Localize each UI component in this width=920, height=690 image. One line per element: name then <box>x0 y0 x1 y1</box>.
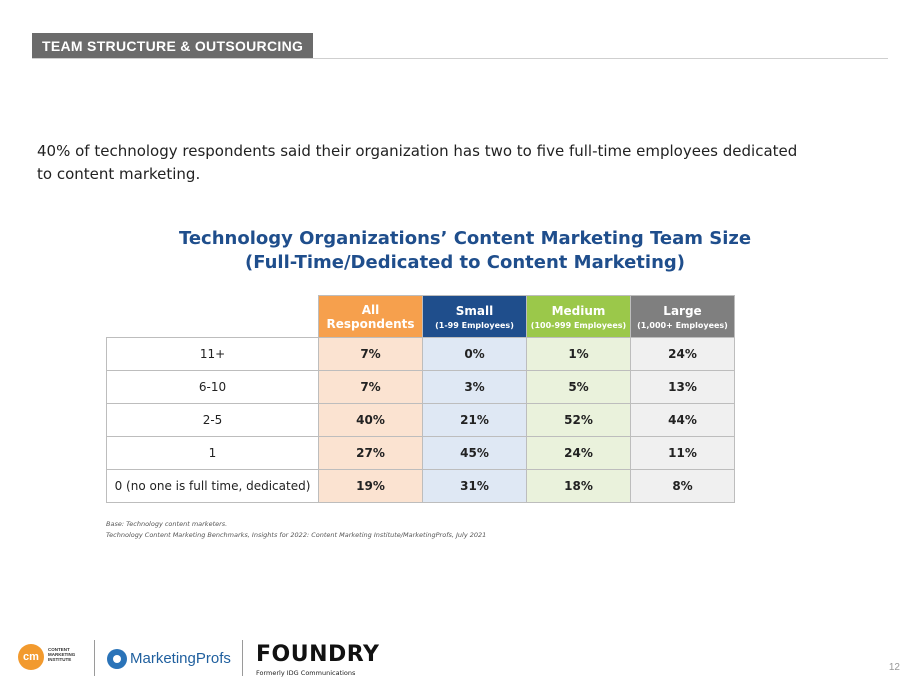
base-note: Base: Technology content marketers. <box>106 520 228 528</box>
header-medium: Medium (100-999 Employees) <box>526 295 631 338</box>
foundry-logo: FOUNDRY <box>256 642 380 667</box>
cell-large: 44% <box>630 403 735 437</box>
row-label: 1 <box>106 436 319 470</box>
team-size-table: All Respondents Small (1-99 Employees) M… <box>106 295 735 503</box>
cell-all-respondents: 27% <box>318 436 423 470</box>
logo-divider <box>94 640 95 676</box>
cell-small: 31% <box>422 469 527 503</box>
cell-large: 13% <box>630 370 735 404</box>
row-label: 0 (no one is full time, dedicated) <box>106 469 319 503</box>
source-note: Technology Content Marketing Benchmarks,… <box>106 531 487 539</box>
cmi-logo-text: CONTENT MARKETING INSTITUTE <box>48 647 76 662</box>
intro-text: 40% of technology respondents said their… <box>37 142 798 183</box>
cell-small: 0% <box>422 337 527 371</box>
row-label: 11+ <box>106 337 319 371</box>
cell-medium: 24% <box>526 436 631 470</box>
row-label: 2-5 <box>106 403 319 437</box>
source-notes: Base: Technology content marketers. Tech… <box>106 519 706 541</box>
table-title: Technology Organizations’ Content Market… <box>150 227 780 275</box>
cell-all-respondents: 7% <box>318 337 423 371</box>
cell-all-respondents: 40% <box>318 403 423 437</box>
table-header-row: All Respondents Small (1-99 Employees) M… <box>107 295 735 338</box>
table-row: 1 27% 45% 24% 11% <box>106 436 735 470</box>
foundry-tagline: Formerly IDG Communications <box>256 669 356 677</box>
header-label: Small <box>455 303 494 318</box>
cell-all-respondents: 19% <box>318 469 423 503</box>
cmi-logo-icon: cm <box>18 644 44 670</box>
cell-small: 45% <box>422 436 527 470</box>
cell-large: 24% <box>630 337 735 371</box>
cell-medium: 1% <box>526 337 631 371</box>
table-row: 0 (no one is full time, dedicated) 19% 3… <box>106 469 735 503</box>
cell-medium: 18% <box>526 469 631 503</box>
table-title-line1: Technology Organizations’ Content Market… <box>178 228 752 249</box>
header-label: Medium <box>551 303 606 318</box>
header-label: All Respondents <box>326 302 415 331</box>
cell-small: 21% <box>422 403 527 437</box>
header-label: Large <box>663 303 702 318</box>
header-small: Small (1-99 Employees) <box>422 295 527 338</box>
header-all-respondents: All Respondents <box>318 295 423 338</box>
page-number: 12 <box>888 662 900 673</box>
marketingprofs-logo-text: MarketingProfs <box>130 650 231 667</box>
marketingprofs-logo-icon <box>107 649 127 669</box>
table-row: 2-5 40% 21% 52% 44% <box>106 403 735 437</box>
header-sublabel: (100-999 Employees) <box>530 320 627 330</box>
section-label: TEAM STRUCTURE & OUTSOURCING <box>32 33 314 59</box>
header-large: Large (1,000+ Employees) <box>630 295 735 338</box>
header-blank-cell <box>107 296 319 338</box>
section-divider <box>32 58 888 59</box>
footer-logos: cm CONTENT MARKETING INSTITUTE Marketing… <box>18 636 380 680</box>
row-label: 6-10 <box>106 370 319 404</box>
cell-small: 3% <box>422 370 527 404</box>
cell-medium: 52% <box>526 403 631 437</box>
cell-large: 8% <box>630 469 735 503</box>
cell-large: 11% <box>630 436 735 470</box>
table-row: 11+ 7% 0% 1% 24% <box>106 337 735 371</box>
table-row: 6-10 7% 3% 5% 13% <box>106 370 735 404</box>
cell-all-respondents: 7% <box>318 370 423 404</box>
header-sublabel: (1,000+ Employees) <box>637 320 728 330</box>
cell-medium: 5% <box>526 370 631 404</box>
header-sublabel: (1-99 Employees) <box>435 320 514 330</box>
table-title-line2: (Full-Time/Dedicated to Content Marketin… <box>244 252 686 273</box>
logo-divider <box>242 640 243 676</box>
